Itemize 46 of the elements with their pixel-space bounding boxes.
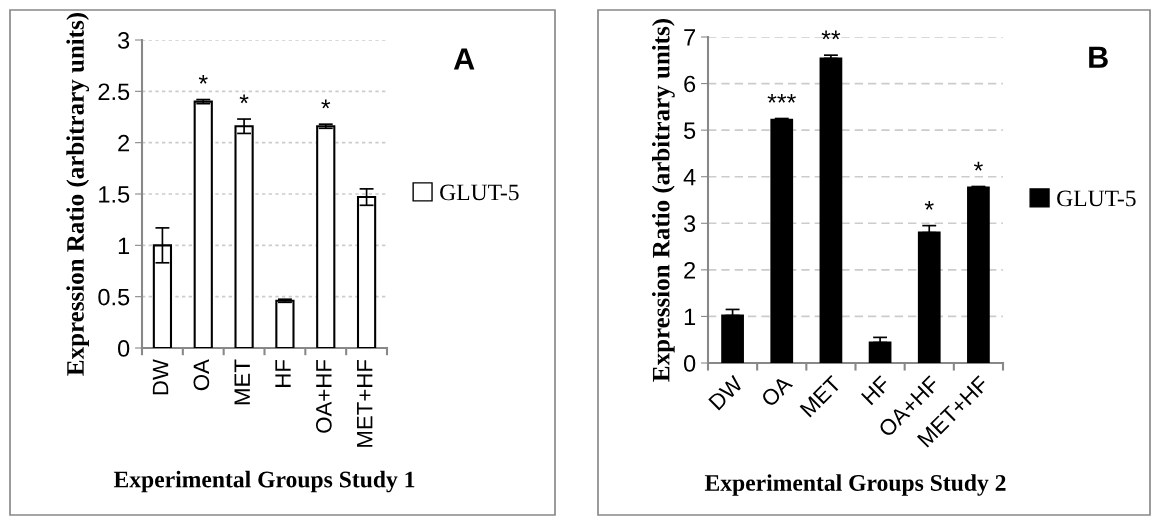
bar xyxy=(193,100,213,348)
text: B xyxy=(1089,46,1108,68)
y-tick-label: 3 xyxy=(683,215,696,233)
y-tick-label: 0 xyxy=(683,355,696,372)
bar xyxy=(868,341,892,363)
y-tick-label: 2.5 xyxy=(98,83,130,101)
y-tick-label: 2 xyxy=(118,134,130,152)
annotation: * xyxy=(321,99,331,109)
y-axis-title: Expression Ratio (arbitrary units) xyxy=(651,19,675,382)
annotation: * xyxy=(973,161,983,171)
y-tick-label: 5 xyxy=(684,122,696,139)
y-tick-label: 0.5 xyxy=(98,288,130,306)
y-tick-label: 4 xyxy=(683,169,696,186)
bar xyxy=(819,57,843,363)
bar xyxy=(967,186,990,363)
y-axis-title: Expression Ratio (arbitrary units) xyxy=(66,13,90,376)
bar xyxy=(721,314,744,363)
y-tick-label: 2 xyxy=(684,261,696,279)
x-tick-label: MET+HF xyxy=(357,360,373,447)
x-tick-label: DW xyxy=(708,374,744,411)
x-axis-title: Experimental Groups Study 1 xyxy=(113,470,415,493)
bar xyxy=(316,125,336,348)
x-tick-label: OA xyxy=(760,374,794,408)
x-tick-label: DW xyxy=(152,359,169,395)
y-tick-label: 3 xyxy=(117,32,130,49)
x-axis-title: Experimental Groups Study 2 xyxy=(704,474,1006,496)
legend-label: GLUT-5 xyxy=(440,184,519,201)
y-tick-label: 6 xyxy=(684,75,696,93)
x-tick-label: OA xyxy=(193,359,210,391)
y-tick-label: 0 xyxy=(117,340,130,357)
x-tick-label: HF xyxy=(275,360,291,387)
annotation: * xyxy=(924,200,934,210)
annotation: *** xyxy=(767,93,796,103)
y-tick-label: 1 xyxy=(684,308,696,325)
legend-label: GLUT-5 xyxy=(1057,190,1136,207)
x-tick-label: OA+HF xyxy=(315,360,332,433)
annotation: * xyxy=(239,94,249,104)
y-tick-label: 7 xyxy=(684,29,696,46)
y-tick-label: 1 xyxy=(118,237,130,254)
bar xyxy=(275,299,295,348)
x-tick-label: MET xyxy=(234,359,250,405)
text: A xyxy=(453,48,475,70)
annotation: * xyxy=(198,74,208,84)
bar xyxy=(770,118,794,363)
annotation: ** xyxy=(821,30,841,40)
y-tick-label: 1.5 xyxy=(99,186,130,203)
